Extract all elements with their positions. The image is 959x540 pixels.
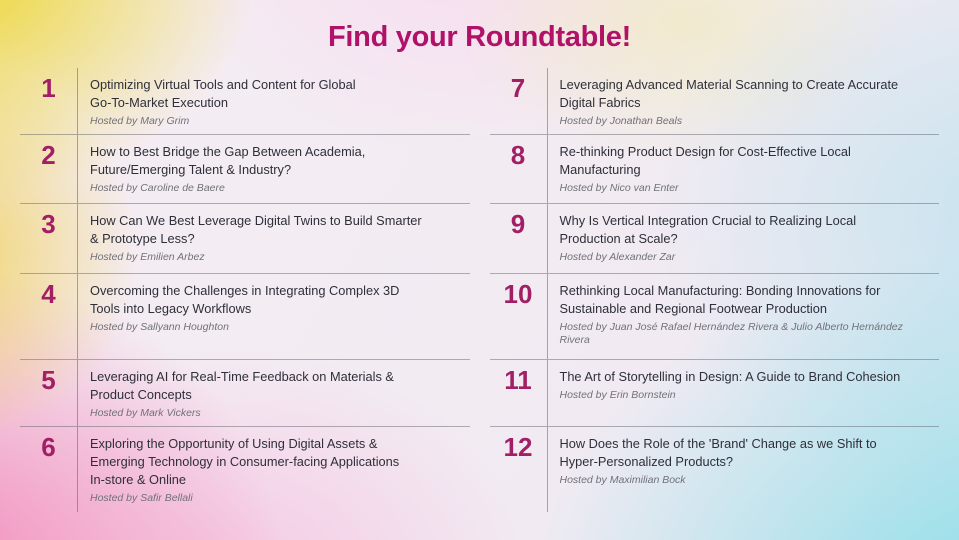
roundtable-column-left: 1 Optimizing Virtual Tools and Content f… bbox=[20, 68, 470, 512]
item-number-cell: 4 bbox=[20, 274, 78, 359]
item-number: 6 bbox=[41, 432, 56, 462]
item-title: The Art of Storytelling in Design: A Gui… bbox=[559, 369, 901, 384]
roundtable-item-3: 3 How Can We Best Leverage Digital Twins… bbox=[20, 203, 470, 273]
item-body: Re-thinking Product Design for Cost-Effe… bbox=[548, 135, 940, 203]
item-title: Rethinking Local Manufacturing: Bonding … bbox=[559, 283, 881, 316]
item-body: Overcoming the Challenges in Integrating… bbox=[78, 274, 470, 359]
item-host: Hosted by Erin Bornstein bbox=[559, 388, 676, 401]
item-body: Exploring the Opportunity of Using Digit… bbox=[78, 427, 470, 512]
item-host: Hosted by Emilien Arbez bbox=[90, 250, 205, 263]
roundtable-item-12: 12 How Does the Role of the 'Brand' Chan… bbox=[489, 426, 940, 512]
page-title: Find your Roundtable! bbox=[327, 21, 631, 53]
item-host: Hosted by Safir Bellali bbox=[90, 491, 193, 504]
item-host: Hosted by Mary Grim bbox=[90, 114, 190, 127]
item-number-cell: 10 bbox=[490, 274, 548, 359]
item-host: Hosted by Alexander Zar bbox=[559, 250, 676, 263]
item-title: Leveraging Advanced Material Scanning to… bbox=[559, 77, 899, 110]
item-title: Exploring the Opportunity of Using Digit… bbox=[90, 436, 400, 487]
item-body: How Can We Best Leverage Digital Twins t… bbox=[78, 204, 470, 273]
item-body: How to Best Bridge the Gap Between Acade… bbox=[78, 135, 470, 203]
item-host: Hosted by Nico van Enter bbox=[559, 181, 679, 194]
item-number: 1 bbox=[41, 73, 56, 103]
item-title: Re-thinking Product Design for Cost-Effe… bbox=[559, 144, 851, 177]
roundtable-list: 1 Optimizing Virtual Tools and Content f… bbox=[0, 68, 959, 512]
roundtable-item-8: 8 Re-thinking Product Design for Cost-Ef… bbox=[489, 134, 940, 203]
item-number-cell: 6 bbox=[20, 427, 78, 512]
roundtable-item-9: 9 Why Is Vertical Integration Crucial to… bbox=[489, 203, 940, 273]
item-host: Hosted by Juan José Rafael Hernández Riv… bbox=[559, 320, 903, 346]
item-body: How Does the Role of the 'Brand' Change … bbox=[548, 427, 940, 512]
item-number-cell: 11 bbox=[490, 360, 548, 426]
item-host: Hosted by Mark Vickers bbox=[90, 406, 201, 419]
item-number-cell: 9 bbox=[490, 204, 548, 273]
item-number-cell: 7 bbox=[490, 68, 548, 134]
item-number: 8 bbox=[510, 140, 526, 170]
item-title: How to Best Bridge the Gap Between Acade… bbox=[90, 144, 366, 177]
item-title: Leveraging AI for Real-Time Feedback on … bbox=[90, 369, 394, 402]
item-body: Optimizing Virtual Tools and Content for… bbox=[78, 68, 470, 134]
item-title: How Does the Role of the 'Brand' Change … bbox=[559, 436, 877, 469]
item-number: 5 bbox=[41, 365, 56, 395]
item-title: Optimizing Virtual Tools and Content for… bbox=[90, 77, 356, 110]
item-body: Rethinking Local Manufacturing: Bonding … bbox=[548, 274, 940, 359]
item-number-cell: 1 bbox=[20, 68, 78, 134]
roundtable-item-6: 6 Exploring the Opportunity of Using Dig… bbox=[20, 426, 470, 512]
item-number-cell: 8 bbox=[490, 135, 548, 203]
roundtable-item-1: 1 Optimizing Virtual Tools and Content f… bbox=[20, 68, 470, 134]
roundtable-item-4: 4 Overcoming the Challenges in Integrati… bbox=[20, 273, 470, 359]
item-title: Overcoming the Challenges in Integrating… bbox=[90, 283, 400, 316]
item-number-cell: 5 bbox=[20, 360, 78, 426]
item-body: Why Is Vertical Integration Crucial to R… bbox=[548, 204, 940, 273]
item-number: 4 bbox=[41, 279, 56, 309]
roundtable-item-5: 5 Leveraging AI for Real-Time Feedback o… bbox=[20, 359, 470, 426]
item-host: Hosted by Jonathan Beals bbox=[559, 114, 683, 127]
item-number: 7 bbox=[510, 73, 526, 103]
roundtable-item-10: 10 Rethinking Local Manufacturing: Bondi… bbox=[489, 273, 940, 359]
item-title: How Can We Best Leverage Digital Twins t… bbox=[90, 213, 422, 246]
item-number: 10 bbox=[503, 279, 533, 309]
item-number: 2 bbox=[41, 140, 56, 170]
item-number-cell: 2 bbox=[20, 135, 78, 203]
item-host: Hosted by Sallyann Houghton bbox=[90, 320, 229, 333]
item-host: Hosted by Maximilian Bock bbox=[559, 473, 686, 486]
item-title: Why Is Vertical Integration Crucial to R… bbox=[559, 213, 857, 246]
item-host: Hosted by Caroline de Baere bbox=[90, 181, 225, 194]
roundtable-item-2: 2 How to Best Bridge the Gap Between Aca… bbox=[20, 134, 470, 203]
item-body: The Art of Storytelling in Design: A Gui… bbox=[548, 360, 940, 426]
item-number-cell: 12 bbox=[490, 427, 548, 512]
item-body: Leveraging AI for Real-Time Feedback on … bbox=[78, 360, 470, 426]
item-number: 11 bbox=[504, 365, 532, 395]
roundtable-item-7: 7 Leveraging Advanced Material Scanning … bbox=[490, 68, 940, 134]
roundtable-item-11: 11 The Art of Storytelling in Design: A … bbox=[489, 359, 940, 426]
roundtable-column-right: 7 Leveraging Advanced Material Scanning … bbox=[489, 68, 940, 512]
item-number: 9 bbox=[510, 209, 526, 239]
item-number-cell: 3 bbox=[20, 204, 78, 273]
item-number: 3 bbox=[41, 209, 56, 239]
item-number: 12 bbox=[503, 432, 533, 462]
item-body: Leveraging Advanced Material Scanning to… bbox=[548, 68, 940, 134]
